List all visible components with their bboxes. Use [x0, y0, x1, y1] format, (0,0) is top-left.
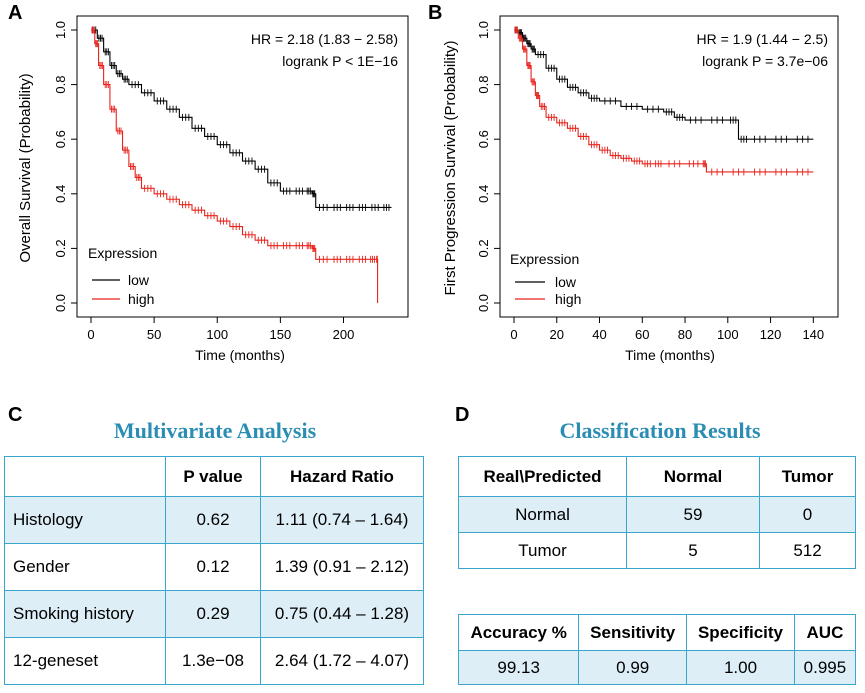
table-row: Tumor 5 512 — [458, 532, 856, 569]
y-tick-label: 0.6 — [476, 130, 491, 148]
table-cell: Smoking history — [4, 590, 166, 638]
panel-label-a: A — [8, 2, 23, 24]
table-header-row: Real\Predicted Normal Tumor — [458, 456, 856, 497]
table-cell: 1.11 (0.74 – 1.64) — [260, 496, 424, 544]
table-cell: Tumor — [458, 532, 627, 569]
y-tick-label: 0.6 — [53, 130, 68, 148]
table-cell: 512 — [759, 532, 856, 569]
km-chart-a: HR = 2.18 (1.83 − 2.58) logrank P < 1E−1… — [17, 15, 409, 363]
y-tick-label: 0.4 — [476, 185, 491, 203]
table-header-row: Accuracy % Sensitivity Specificity AUC — [457, 614, 857, 651]
x-tick-label: 100 — [717, 327, 739, 342]
x-tick-label: 60 — [635, 327, 649, 342]
panel-label-d: D — [455, 404, 470, 426]
table-cell: Gender — [4, 543, 166, 591]
plot-frame — [499, 15, 839, 318]
classification-table: Real\Predicted Normal Tumor Normal 59 0 … — [458, 456, 856, 569]
table-cell: 0.99 — [578, 650, 688, 685]
table-cell: Histology — [4, 496, 166, 544]
chart-annotation-logrank: logrank P = 3.7e−06 — [702, 53, 828, 69]
table-header-row: P value Hazard Ratio — [4, 456, 424, 497]
y-tick-label: 0.4 — [53, 185, 68, 203]
chart-annotation-logrank: logrank P < 1E−16 — [282, 53, 398, 69]
x-tick-label: 120 — [760, 327, 782, 342]
panel-label-b: B — [428, 2, 443, 24]
table-row: Histology 0.62 1.11 (0.74 – 1.64) — [4, 496, 424, 544]
table-cell: 2.64 (1.72 – 4.07) — [260, 637, 424, 685]
x-axis-label: Time (months) — [625, 347, 715, 363]
table-cell: 0.62 — [165, 496, 261, 544]
table-header-cell: Real\Predicted — [458, 456, 627, 497]
table-header-cell: Normal — [626, 456, 760, 497]
table-cell: 0 — [759, 496, 856, 533]
table-header-cell: Sensitivity — [578, 614, 688, 651]
table-cell: 0.29 — [165, 590, 261, 638]
legend-label-high: high — [555, 291, 581, 307]
multivariate-table: P value Hazard Ratio Histology 0.62 1.11… — [4, 456, 424, 685]
table-cell: 99.13 — [457, 650, 580, 685]
y-tick-label: 1.0 — [53, 21, 68, 39]
table-row: Smoking history 0.29 0.75 (0.44 – 1.28) — [4, 590, 424, 638]
x-tick-label: 80 — [678, 327, 692, 342]
table-cell: 1.39 (0.91 – 2.12) — [260, 543, 424, 591]
table-row: 12-geneset 1.3e−08 2.64 (1.72 – 4.07) — [4, 637, 424, 685]
table-header-cell: P value — [165, 456, 261, 497]
table-cell: 12-geneset — [4, 637, 166, 685]
y-tick-label: 0.2 — [53, 239, 68, 257]
y-tick-label: 0.2 — [476, 239, 491, 257]
table-cell: 1.3e−08 — [165, 637, 261, 685]
table-cell: Normal — [458, 496, 627, 533]
y-tick-label: 0.0 — [53, 294, 68, 312]
table-cell: 59 — [626, 496, 760, 533]
km-chart-b: HR = 1.9 (1.44 − 2.5) logrank P = 3.7e−0… — [442, 15, 839, 363]
y-tick-label: 0.8 — [476, 76, 491, 94]
y-axis-label: First Progression Survival (Probability) — [442, 40, 459, 295]
x-tick-label: 50 — [147, 327, 161, 342]
series-line-high — [514, 29, 814, 173]
x-tick-label: 40 — [592, 327, 606, 342]
panel-label-c: C — [8, 404, 23, 426]
metrics-table: Accuracy % Sensitivity Specificity AUC 9… — [457, 614, 857, 685]
table-header-cell — [4, 456, 166, 497]
table-cell: 5 — [626, 532, 760, 569]
x-tick-label: 150 — [270, 327, 292, 342]
table-title-classification: Classification Results — [559, 418, 761, 443]
y-tick-label: 0.0 — [476, 294, 491, 312]
x-tick-label: 140 — [802, 327, 824, 342]
x-tick-label: 0 — [510, 327, 517, 342]
x-axis-label: Time (months) — [195, 347, 285, 363]
table-title-multivariate: Multivariate Analysis — [113, 418, 317, 443]
x-tick-label: 20 — [550, 327, 564, 342]
table-row: Normal 59 0 — [458, 496, 856, 533]
table-cell: 0.75 (0.44 – 1.28) — [260, 590, 424, 638]
plot-frame — [76, 15, 409, 318]
y-tick-label: 1.0 — [476, 21, 491, 39]
table-cell: 0.12 — [165, 543, 261, 591]
legend-label-low: low — [555, 274, 577, 290]
table-header-cell: AUC — [793, 614, 857, 651]
y-axis-label: Overall Survival (Probability) — [17, 73, 34, 262]
table-header-cell: Specificity — [686, 614, 795, 651]
legend-title: Expression — [510, 251, 579, 267]
x-tick-label: 0 — [87, 327, 94, 342]
x-tick-label: 200 — [333, 327, 355, 342]
table-header-cell: Tumor — [759, 456, 856, 497]
table-row: Gender 0.12 1.39 (0.91 – 2.12) — [4, 543, 424, 591]
table-cell: 1.00 — [686, 650, 795, 685]
chart-annotation-hr: HR = 2.18 (1.83 − 2.58) — [251, 31, 398, 47]
series-line-low — [91, 29, 392, 208]
y-tick-label: 0.8 — [53, 76, 68, 94]
table-header-cell: Accuracy % — [457, 614, 580, 651]
legend-label-high: high — [128, 291, 154, 307]
table-header-cell: Hazard Ratio — [260, 456, 424, 497]
chart-annotation-hr: HR = 1.9 (1.44 − 2.5) — [696, 31, 828, 47]
table-row: 99.13 0.99 1.00 0.995 — [457, 650, 857, 685]
table-cell: 0.995 — [793, 650, 857, 685]
legend-title: Expression — [88, 245, 157, 261]
x-tick-label: 100 — [206, 327, 228, 342]
legend-label-low: low — [128, 272, 150, 288]
